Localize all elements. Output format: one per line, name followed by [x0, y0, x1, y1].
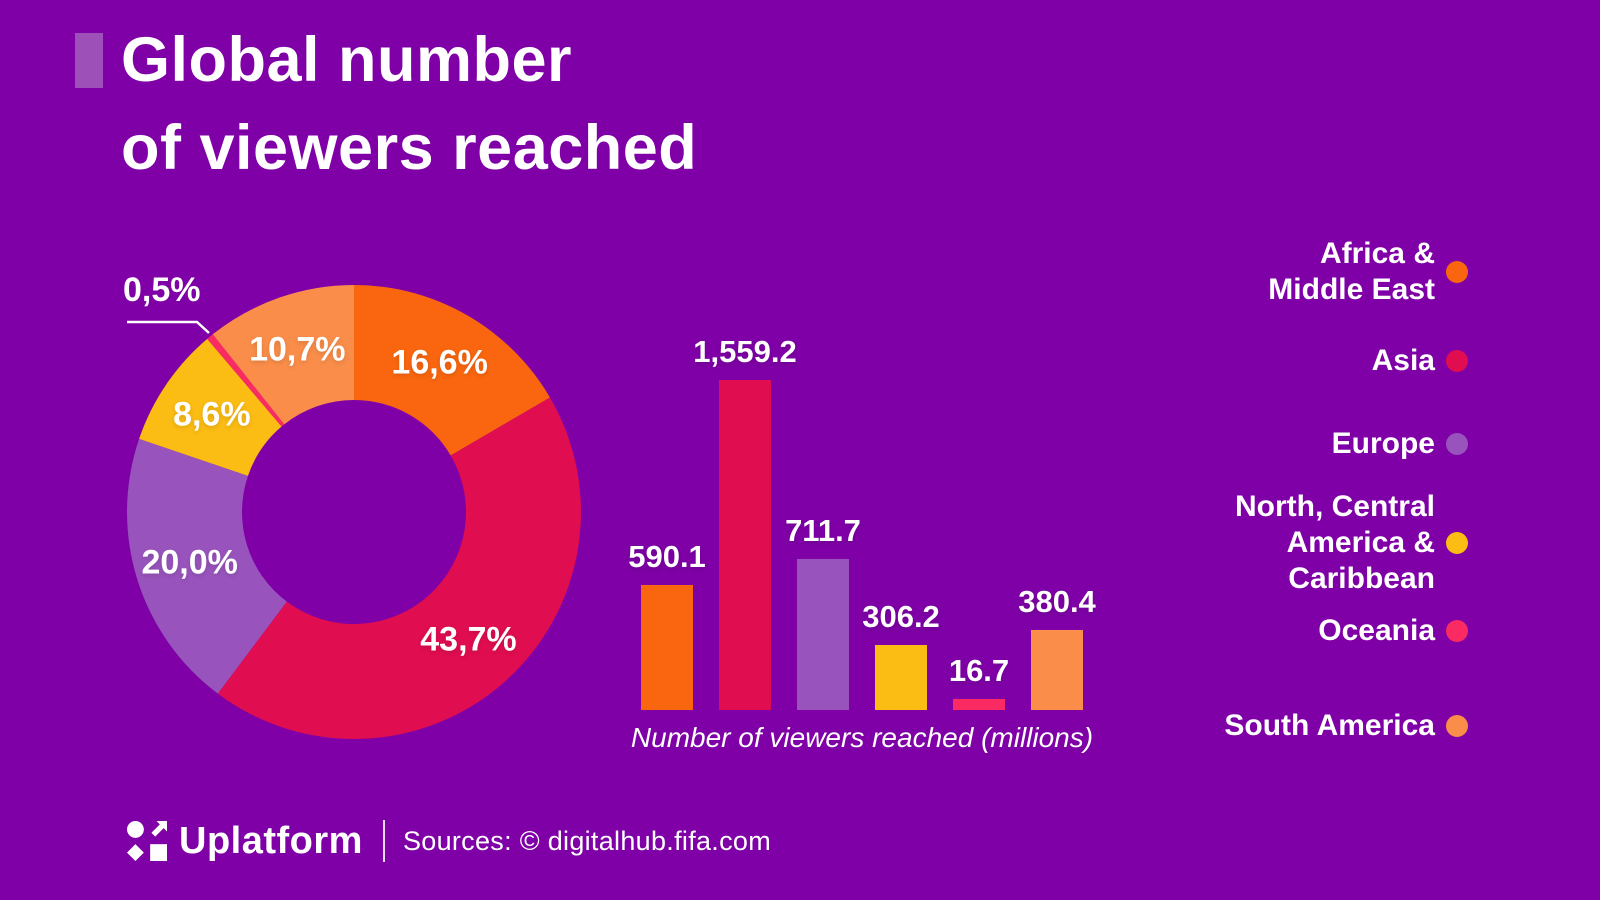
legend-label: Africa & Middle East — [1268, 237, 1435, 306]
logo-circle-shape — [127, 821, 144, 838]
donut-slice-europe — [126, 438, 287, 694]
donut-label-oceania: 0,5% — [123, 271, 201, 309]
legend-item-africa-middle-east: Africa & Middle East — [1268, 236, 1468, 308]
legend-item-oceania: Oceania — [1318, 613, 1468, 649]
bar-item-asia: 1,559.2 — [693, 334, 797, 710]
bar-segment — [1031, 629, 1083, 710]
logo-diamond-shape — [127, 844, 144, 861]
bar-item-north-central-america-caribbean: 306.2 — [862, 599, 940, 710]
legend-color-dot — [1446, 433, 1468, 455]
page-title-line-1: Global number — [121, 25, 573, 95]
legend-color-dot — [1446, 350, 1468, 372]
bar-chart-caption: Number of viewers reached (millions) — [630, 722, 1094, 753]
uplatform-logo-icon — [127, 821, 167, 861]
callout-line — [127, 320, 210, 334]
donut-slice-asia — [217, 397, 582, 739]
logo-square-shape — [150, 844, 167, 861]
bar-segment — [875, 645, 927, 710]
legend-label: Oceania — [1318, 614, 1435, 647]
donut-label-north-central-america-caribbean: 8,6% — [173, 395, 251, 434]
donut-label-asia: 43,7% — [420, 620, 517, 659]
legend-label: Asia — [1371, 344, 1435, 377]
donut-slice-oceania — [207, 334, 285, 427]
donut-label-africa-middle-east: 16,6% — [391, 343, 488, 382]
donut-chart: 16,6% 43,7% 20,0% 8,6% 10,7% 0,5% — [123, 271, 582, 739]
footer-divider — [382, 820, 385, 862]
legend-color-dot — [1446, 620, 1468, 642]
bar-item-europe: 711.7 — [785, 513, 861, 710]
legend-color-dot — [1446, 715, 1468, 737]
legend-item-north-central-america-caribbean: North, Central America & Caribbean — [1235, 489, 1468, 597]
donut-slice-africa-middle-east — [354, 285, 550, 456]
donut-label-south-america: 10,7% — [249, 330, 346, 369]
bar-value-label: 711.7 — [785, 513, 861, 549]
bar-chart: 590.1 1,559.2 711.7 306.2 16.7 380.4 — [628, 325, 1096, 710]
bar-item-africa-middle-east: 590.1 — [628, 539, 706, 710]
donut-chart-svg — [126, 285, 582, 739]
legend-label: South America — [1224, 709, 1435, 742]
donut-slice-north-central-america-caribbean — [139, 338, 282, 476]
legend-color-dot — [1446, 261, 1468, 283]
legend-color-dot — [1446, 532, 1468, 554]
bar-value-label: 380.4 — [1018, 583, 1096, 619]
legend-label: Europe — [1331, 427, 1435, 460]
donut-slice-south-america — [212, 285, 354, 425]
bar-segment — [797, 559, 849, 710]
donut-label-europe: 20,0% — [141, 543, 238, 582]
brand-name: Uplatform — [179, 819, 363, 862]
bar-item-oceania: 16.7 — [949, 653, 1009, 710]
page-title-line-2: of viewers reached — [121, 113, 698, 183]
bar-segment — [719, 380, 771, 710]
title-accent-bar — [75, 33, 103, 88]
page-title: Global number of viewers reached — [121, 16, 697, 192]
legend-label: North, Central America & Caribbean — [1234, 490, 1435, 595]
footer: Uplatform Sources: © digitalhub.fifa.com — [127, 818, 771, 864]
bar-segment — [953, 699, 1005, 710]
legend-item-europe: Europe — [1332, 426, 1468, 462]
bar-item-south-america: 380.4 — [1018, 584, 1096, 710]
sources-text: Sources: © digitalhub.fifa.com — [402, 825, 772, 856]
legend-item-south-america: South America — [1224, 708, 1468, 744]
legend-item-asia: Asia — [1372, 343, 1468, 379]
bar-value-label: 306.2 — [862, 599, 940, 635]
bar-value-label: 16.7 — [948, 653, 1010, 688]
logo-arrow-shape — [151, 821, 167, 837]
bar-value-label: 590.1 — [628, 539, 706, 575]
bar-segment — [641, 585, 693, 710]
bar-value-label: 1,559.2 — [693, 334, 797, 369]
